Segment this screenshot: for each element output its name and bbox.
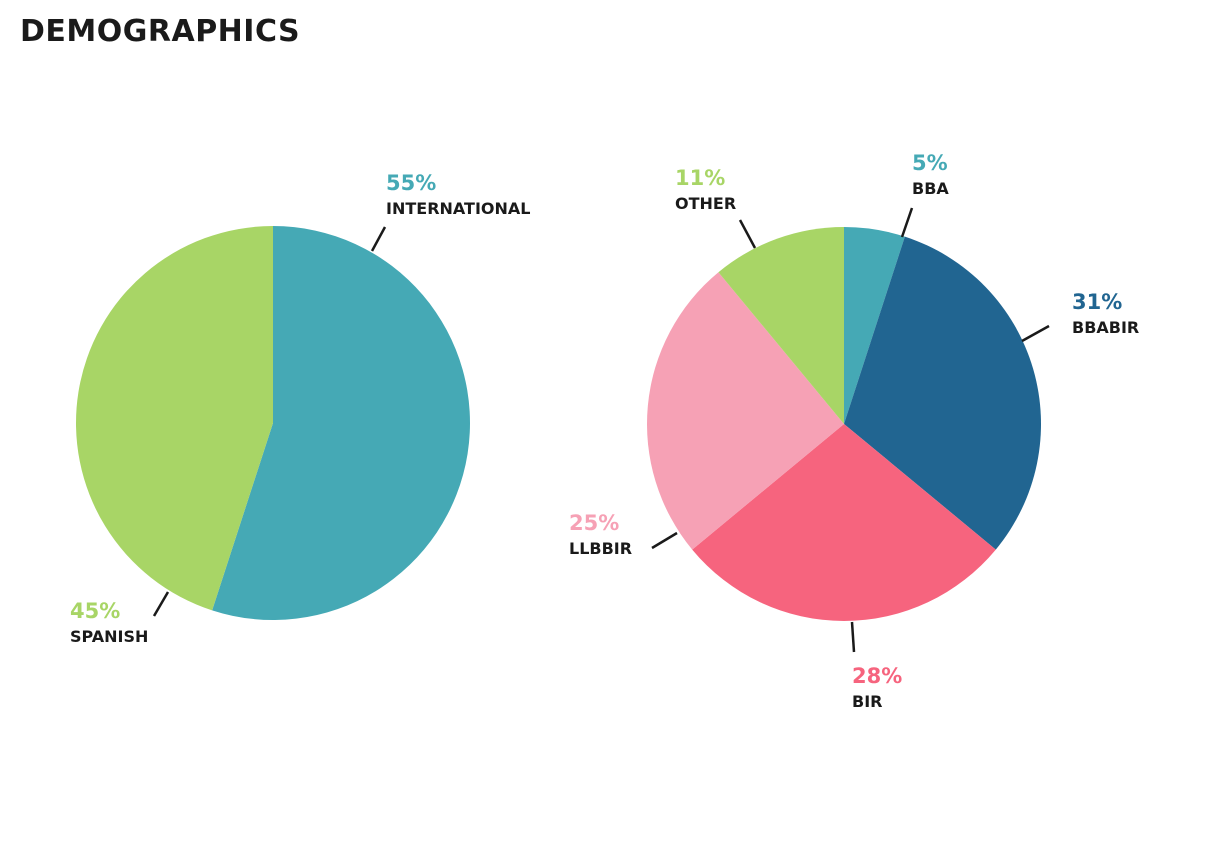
page-title: DEMOGRAPHICS: [20, 14, 301, 49]
slice-percent-bba: 5%: [912, 151, 948, 175]
pie-chart-2: [647, 227, 1041, 621]
slice-label-bbabir: BBABIR: [1072, 318, 1139, 337]
leader-line-bba: [900, 207, 914, 238]
pie-slice-spanish: [75, 226, 273, 611]
slice-percent-bbabir: 31%: [1072, 290, 1122, 314]
pie-slice-international: [212, 226, 470, 620]
slice-percent-spanish: 45%: [70, 599, 120, 623]
leader-line-llbbir: [651, 531, 678, 550]
leader-line-bir: [850, 621, 856, 653]
leader-line-international: [370, 226, 387, 252]
leader-line-bbabir: [1021, 324, 1050, 343]
slice-label-llbbir: LLBBIR: [569, 539, 632, 558]
slice-label-other: OTHER: [675, 194, 736, 213]
pie-slice-other: [718, 227, 844, 424]
slice-percent-other: 11%: [675, 166, 725, 190]
pie-slice-bbabir: [844, 236, 1041, 550]
slice-label-bba: BBA: [912, 179, 949, 198]
slice-label-bir: BIR: [852, 692, 882, 711]
pie-chart-1: [75, 226, 470, 620]
pie-slice-bir: [692, 424, 996, 621]
leader-line-spanish: [152, 591, 170, 617]
slice-percent-bir: 28%: [852, 664, 902, 688]
slice-percent-llbbir: 25%: [569, 511, 619, 535]
slice-label-international: INTERNATIONAL: [386, 199, 530, 218]
slice-percent-international: 55%: [386, 171, 436, 195]
pie-slice-llbbir: [647, 272, 844, 550]
slice-label-spanish: SPANISH: [70, 627, 148, 646]
leader-line-other: [738, 219, 757, 249]
pie-slice-bba: [844, 227, 905, 424]
